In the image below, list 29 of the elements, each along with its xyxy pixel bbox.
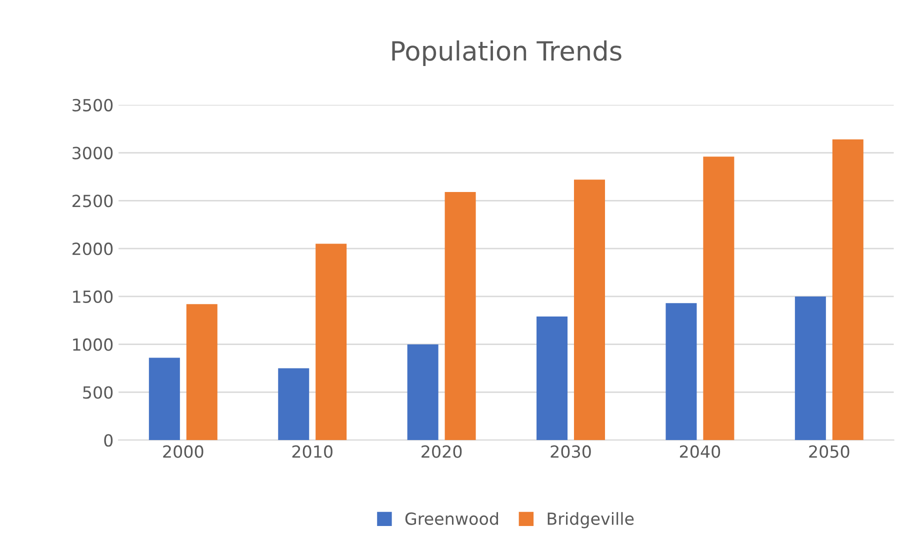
chart-title: Population Trends [392, 40, 622, 66]
y-tick-label: 2000 [72, 242, 113, 256]
x-tick-label: 2050 [809, 445, 850, 458]
x-tick-label: 2020 [422, 445, 462, 458]
legend-label: Greenwood [405, 512, 498, 526]
x-tick-label: 2040 [680, 445, 720, 458]
y-tick-label: 3000 [72, 146, 113, 160]
y-tick-label: 3500 [72, 98, 113, 112]
bar [148, 358, 180, 440]
y-tick-label: 1000 [73, 338, 113, 351]
y-tick-label: 1500 [73, 290, 113, 304]
y-tick-label: 500 [83, 386, 113, 399]
bar [407, 344, 438, 440]
bar [574, 180, 605, 440]
bar [832, 139, 864, 440]
x-tick-label: 2010 [292, 445, 332, 458]
bar [186, 304, 218, 440]
bar [444, 192, 476, 440]
bar [794, 296, 826, 440]
x-tick-label: 2000 [163, 445, 204, 458]
bar [278, 368, 310, 440]
legend-label: Bridgeville [548, 512, 634, 528]
x-tick-label: 2030 [550, 445, 591, 458]
y-tick-label: 0 [104, 434, 113, 447]
bar [316, 244, 347, 440]
y-tick-label: 2500 [72, 194, 113, 208]
bar [703, 156, 734, 440]
bar [536, 316, 568, 440]
bar [666, 303, 697, 440]
